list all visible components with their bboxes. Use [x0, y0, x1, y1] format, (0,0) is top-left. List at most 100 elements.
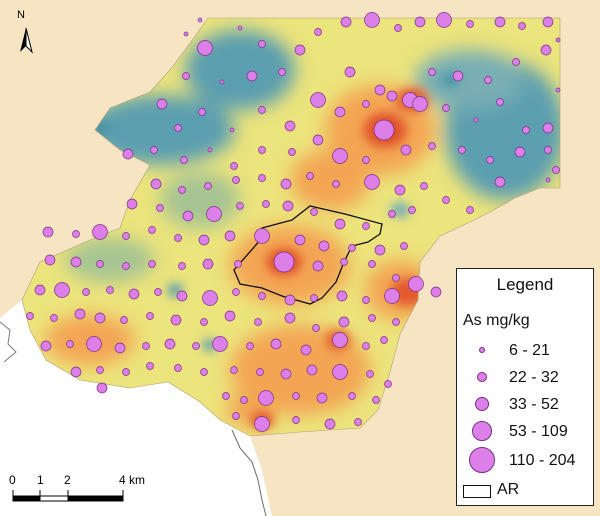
- north-label: N: [17, 9, 25, 21]
- sample-point: [408, 206, 416, 214]
- sample-point: [182, 72, 190, 80]
- sample-point: [392, 318, 400, 326]
- sample-point: [106, 286, 114, 294]
- sample-point: [122, 148, 134, 160]
- sample-point: [386, 90, 398, 102]
- sample-point: [380, 336, 388, 344]
- sample-point: [224, 230, 236, 242]
- legend-symbol-1: [479, 347, 485, 353]
- sample-point: [300, 344, 312, 356]
- sample-point: [394, 24, 402, 32]
- sample-point: [314, 28, 322, 36]
- sample-point: [368, 260, 376, 268]
- sample-point: [362, 100, 370, 108]
- sample-point: [324, 418, 336, 430]
- sample-point: [262, 200, 270, 208]
- legend-label-5: 110 - 204: [509, 452, 576, 469]
- sample-point: [44, 254, 56, 266]
- sample-point: [420, 182, 428, 190]
- sample-point: [204, 182, 212, 190]
- sample-point: [200, 368, 208, 376]
- sample-point: [288, 148, 296, 156]
- legend-symbol-2: [477, 372, 487, 382]
- sample-point: [258, 390, 274, 406]
- sample-point: [348, 392, 356, 400]
- legend-symbol-5: [469, 447, 495, 473]
- sample-point: [310, 92, 326, 108]
- sample-point: [394, 184, 406, 196]
- sample-point: [310, 208, 318, 216]
- sample-point: [40, 340, 52, 352]
- north-arrow-icon: [20, 27, 33, 54]
- sample-point: [74, 308, 86, 320]
- sample-point: [372, 396, 380, 404]
- sample-point: [400, 242, 408, 250]
- sample-point: [26, 312, 34, 320]
- sample-point: [232, 412, 240, 420]
- sample-point: [180, 156, 188, 164]
- sample-point: [197, 17, 203, 23]
- legend-title: Legend: [496, 275, 554, 294]
- sample-point: [206, 206, 222, 222]
- sample-point: [207, 147, 213, 153]
- sample-point: [545, 177, 551, 183]
- sample-point: [282, 200, 294, 212]
- sample-point: [364, 174, 380, 190]
- scale-label-4km: 4 km: [119, 473, 146, 487]
- sample-point: [388, 210, 396, 218]
- sample-point: [544, 146, 552, 154]
- sample-point: [240, 396, 248, 404]
- sample-point: [280, 368, 292, 380]
- sample-point: [400, 144, 412, 156]
- sample-point: [230, 162, 238, 170]
- sample-point: [258, 174, 266, 182]
- sample-point: [174, 234, 182, 242]
- sample-point: [183, 31, 189, 37]
- sample-point: [156, 98, 168, 110]
- legend-symbol-3: [475, 397, 489, 411]
- sample-point: [174, 364, 182, 372]
- sample-point: [142, 342, 150, 350]
- sample-point: [128, 288, 140, 300]
- sample-point: [412, 96, 428, 112]
- sample-point: [96, 260, 104, 268]
- sample-point: [466, 20, 474, 28]
- sample-point: [332, 180, 340, 188]
- sample-point: [148, 260, 156, 268]
- sample-point: [514, 146, 526, 158]
- sample-point: [234, 260, 242, 268]
- sample-point: [230, 366, 238, 374]
- sea-area: [0, 300, 272, 516]
- sample-point: [294, 234, 306, 246]
- sample-point: [384, 288, 400, 304]
- sample-point: [334, 106, 346, 118]
- sample-point: [374, 244, 386, 256]
- sample-point: [318, 240, 330, 252]
- sample-point: [148, 226, 156, 234]
- sample-point: [232, 288, 240, 296]
- sample-point: [96, 366, 104, 374]
- sample-point: [222, 392, 230, 400]
- sample-point: [256, 368, 264, 376]
- sample-point: [54, 282, 70, 298]
- sample-point: [362, 222, 370, 230]
- coastline: [231, 429, 267, 516]
- sample-point: [540, 44, 552, 56]
- sample-point: [198, 234, 210, 246]
- sample-point: [334, 218, 346, 230]
- sample-point: [312, 134, 324, 146]
- sample-point: [236, 202, 244, 210]
- sample-point: [428, 142, 436, 150]
- sample-point: [552, 166, 560, 174]
- sample-point: [42, 226, 54, 238]
- ar-boundary: [233, 205, 383, 305]
- sample-point: [294, 44, 306, 56]
- sample-point: [344, 66, 356, 78]
- sample-point: [486, 156, 494, 164]
- sample-point: [176, 290, 188, 302]
- sample-point: [414, 16, 426, 28]
- sample-point: [197, 40, 213, 56]
- sample-point: [198, 108, 206, 116]
